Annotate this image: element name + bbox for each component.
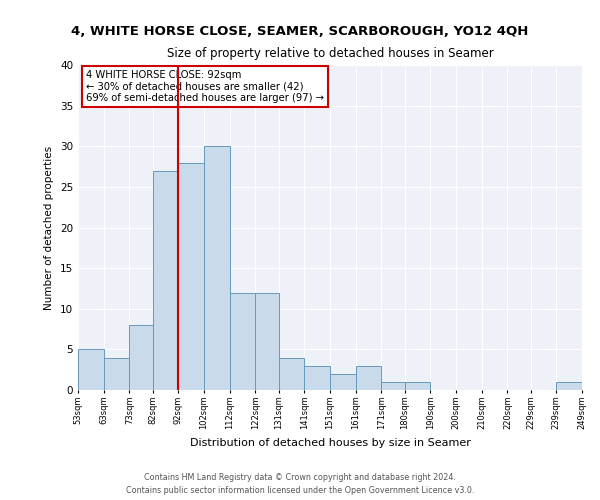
Bar xyxy=(382,382,404,390)
Bar xyxy=(152,170,178,390)
Bar xyxy=(230,292,256,390)
Bar xyxy=(104,358,130,390)
Text: 4, WHITE HORSE CLOSE, SEAMER, SCARBOROUGH, YO12 4QH: 4, WHITE HORSE CLOSE, SEAMER, SCARBOROUG… xyxy=(71,25,529,38)
X-axis label: Distribution of detached houses by size in Seamer: Distribution of detached houses by size … xyxy=(190,438,470,448)
Bar xyxy=(404,382,430,390)
Bar xyxy=(78,350,104,390)
Bar xyxy=(130,325,152,390)
Title: Size of property relative to detached houses in Seamer: Size of property relative to detached ho… xyxy=(167,46,493,60)
Bar xyxy=(556,382,582,390)
Bar xyxy=(178,162,204,390)
Bar xyxy=(356,366,382,390)
Bar xyxy=(204,146,230,390)
Text: 4 WHITE HORSE CLOSE: 92sqm
← 30% of detached houses are smaller (42)
69% of semi: 4 WHITE HORSE CLOSE: 92sqm ← 30% of deta… xyxy=(86,70,323,103)
Bar xyxy=(256,292,278,390)
Bar xyxy=(278,358,304,390)
Text: Contains HM Land Registry data © Crown copyright and database right 2024.
Contai: Contains HM Land Registry data © Crown c… xyxy=(126,474,474,495)
Bar xyxy=(304,366,330,390)
Y-axis label: Number of detached properties: Number of detached properties xyxy=(44,146,55,310)
Bar xyxy=(330,374,356,390)
